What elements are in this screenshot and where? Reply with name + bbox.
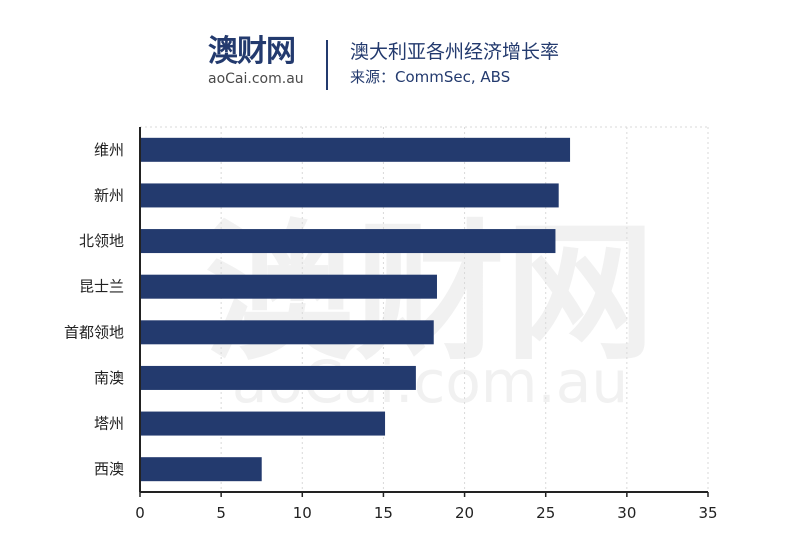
category-label: 北领地 xyxy=(79,232,124,250)
bar xyxy=(140,411,386,436)
x-tick-label: 25 xyxy=(536,504,555,522)
category-label: 首都领地 xyxy=(64,323,124,341)
bar xyxy=(140,137,571,162)
x-tick-label: 15 xyxy=(374,504,393,522)
bar xyxy=(140,183,559,208)
chart-title: 澳大利亚各州经济增长率 xyxy=(350,41,560,63)
chart-header: 澳大利亚各州经济增长率 来源：CommSec, ABS xyxy=(350,40,559,88)
bar xyxy=(140,320,434,345)
logo-url-text: aoCai.com.au xyxy=(208,71,304,87)
category-label: 塔州 xyxy=(94,415,124,433)
category-label: 西澳 xyxy=(94,460,124,478)
x-tick-label: 0 xyxy=(135,504,145,522)
bar xyxy=(140,274,437,299)
chart-source: 来源：CommSec, ABS xyxy=(350,68,511,86)
category-label: 维州 xyxy=(94,141,124,159)
logo-chinese-text: 澳财网 xyxy=(208,34,296,69)
aocai-logo: 澳财网 aoCai.com.au xyxy=(208,36,308,88)
x-tick-label: 5 xyxy=(216,504,226,522)
x-tick-label: 10 xyxy=(293,504,312,522)
category-label: 南澳 xyxy=(94,369,124,387)
bar xyxy=(140,365,416,390)
bar xyxy=(140,457,262,482)
x-tick-label: 30 xyxy=(617,504,636,522)
x-tick-label: 35 xyxy=(698,504,717,522)
category-label: 新州 xyxy=(94,186,124,204)
header-divider xyxy=(326,40,328,90)
category-label: 昆士兰 xyxy=(79,278,124,296)
bar xyxy=(140,229,556,254)
x-tick-label: 20 xyxy=(455,504,474,522)
